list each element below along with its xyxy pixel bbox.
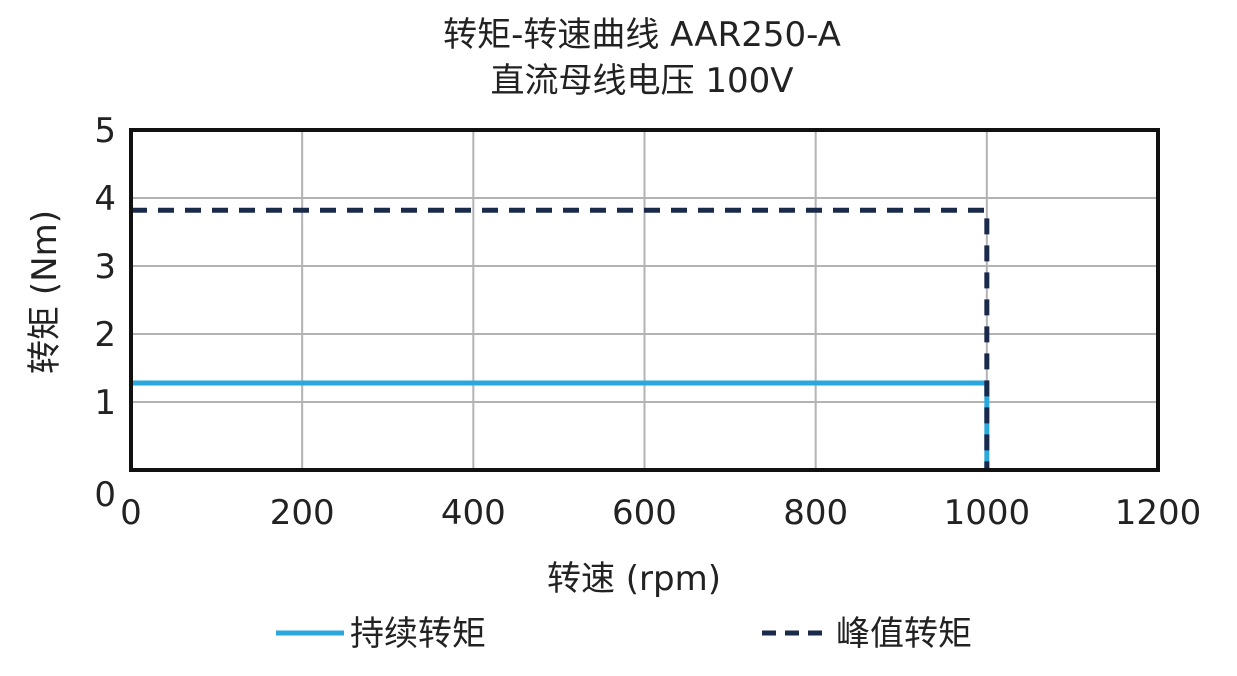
- x-tick-label-6: 1200: [1115, 493, 1202, 533]
- legend: 持续转矩 峰值转矩: [276, 614, 972, 654]
- x-tick-label-0: 0: [120, 493, 142, 533]
- grid-lines: [130, 129, 1159, 471]
- chart-subtitle: 直流母线电压 100V: [491, 61, 794, 101]
- plot-frame: [129, 128, 1160, 472]
- data-series: [131, 207, 990, 470]
- tick-labels: 0 200 400 600 800 1000 1200 0 1 2 3 4 5: [94, 111, 1201, 533]
- chart-title: 转矩-转速曲线 AAR250-A: [443, 15, 841, 55]
- x-tick-label-3: 600: [612, 493, 677, 533]
- x-tick-label-1: 200: [270, 493, 335, 533]
- legend-label-0: 持续转矩: [350, 614, 486, 654]
- x-tick-label-2: 400: [441, 493, 506, 533]
- y-tick-label-4: 4: [94, 179, 116, 219]
- y-axis-title: 转矩 (Nm): [25, 210, 65, 374]
- series-line-0: [131, 380, 990, 470]
- y-tick-label-2: 2: [94, 315, 116, 355]
- x-axis-title: 转速 (rpm): [547, 559, 721, 599]
- y-tick-label-3: 3: [94, 247, 116, 287]
- legend-label-1: 峰值转矩: [836, 614, 972, 654]
- y-tick-label-0: 0: [94, 475, 116, 515]
- series-line-1: [131, 207, 990, 470]
- y-tick-label-5: 5: [94, 111, 116, 151]
- y-tick-label-1: 1: [94, 383, 116, 423]
- x-tick-label-4: 800: [783, 493, 848, 533]
- x-tick-label-5: 1000: [944, 493, 1031, 533]
